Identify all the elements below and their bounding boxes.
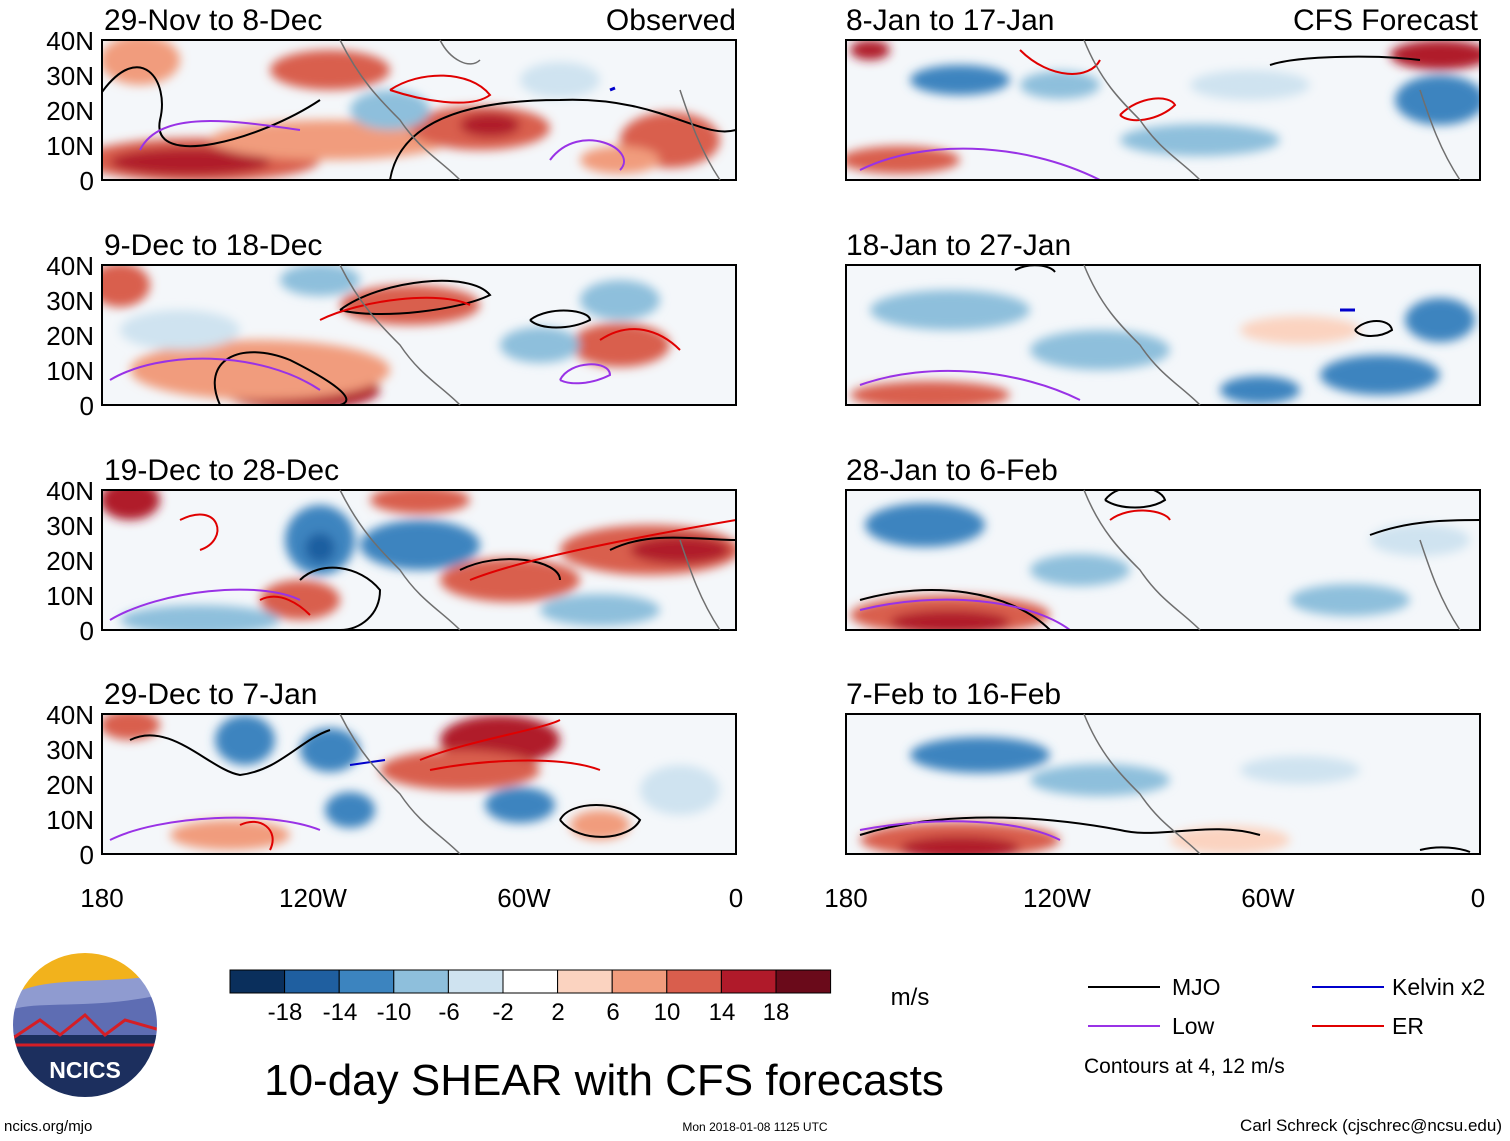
lon-label: 120W — [1023, 883, 1091, 913]
lat-label: 20N — [46, 96, 94, 126]
lat-label: 40N — [46, 476, 94, 506]
coastlines — [339, 39, 1461, 855]
lat-axis: 40N 30N 20N 10N 0 40N 30N 20N 10N 0 40N … — [46, 26, 94, 870]
lat-label: 10N — [46, 131, 94, 161]
colorbar-label: -2 — [492, 999, 513, 1026]
ncics-logo: NCICS — [11, 951, 159, 1099]
wave-contours — [859, 816, 1471, 853]
logo-text: NCICS — [49, 1057, 121, 1083]
panel-title-observed-2: 9-Dec to 18-Dec — [104, 229, 322, 262]
colorbar-swatch — [775, 969, 832, 994]
website-link: ncics.org/mjo — [4, 1118, 92, 1135]
author-credit: Carl Schreck (cjschrec@ncsu.edu) — [1240, 1116, 1502, 1135]
lat-label: 10N — [46, 805, 94, 835]
lon-axis: 180 120W 60W 0 180 120W 60W 0 — [80, 883, 1485, 913]
colorbar-swatch — [557, 969, 613, 994]
wave-contours — [109, 513, 736, 630]
colorbar-label: 6 — [606, 999, 619, 1026]
shear-field — [846, 40, 1480, 174]
colorbar-label: 14 — [709, 999, 736, 1026]
lat-label: 0 — [80, 840, 94, 870]
lon-label: 0 — [729, 883, 743, 913]
lon-label: 180 — [824, 883, 867, 913]
lat-label: 40N — [46, 251, 94, 281]
wave-contours — [109, 719, 642, 851]
colorbar-swatch — [447, 969, 504, 994]
lat-label: 20N — [46, 321, 94, 351]
colorbar-swatch — [666, 969, 722, 994]
panel-title-forecast-3: 28-Jan to 6-Feb — [846, 454, 1058, 487]
shear-field — [850, 290, 1475, 405]
shear-field — [102, 40, 720, 180]
wave-contours — [102, 66, 736, 180]
observed-label: Observed — [606, 4, 736, 37]
panel-forecast-4 — [845, 713, 1481, 855]
colorbar-swatch — [611, 969, 668, 994]
colorbar-label: -10 — [377, 999, 412, 1026]
forecast-label: CFS Forecast — [1293, 4, 1479, 37]
colorbar-label: 2 — [551, 999, 564, 1026]
panel-forecast-3 — [845, 489, 1481, 631]
timestamp: Mon 2018-01-08 1125 UTC — [682, 1120, 828, 1134]
lat-label: 0 — [80, 391, 94, 421]
colorbar-label: -18 — [268, 999, 303, 1026]
legend-label-low: Low — [1172, 1013, 1215, 1039]
lat-label: 20N — [46, 770, 94, 800]
panel-forecast-1 — [845, 39, 1481, 181]
figure-title: 10-day SHEAR with CFS forecasts — [264, 1056, 944, 1105]
lon-label: 60W — [1241, 883, 1295, 913]
colorbar — [229, 969, 832, 994]
colorbar-label: -6 — [438, 999, 459, 1026]
panel-forecast-2 — [845, 264, 1481, 406]
wave-contours — [109, 279, 681, 405]
lon-label: 180 — [80, 883, 123, 913]
lat-label: 30N — [46, 61, 94, 91]
colorbar-label: -14 — [323, 999, 358, 1026]
lat-label: 20N — [46, 546, 94, 576]
panel-observed-4 — [101, 713, 737, 855]
colorbar-label: 18 — [763, 999, 790, 1026]
panel-title-observed-1: 29-Nov to 8-Dec — [104, 4, 322, 37]
lat-label: 10N — [46, 581, 94, 611]
wave-contours — [859, 490, 1480, 630]
panel-title-forecast-4: 7-Feb to 16-Feb — [846, 678, 1061, 711]
shear-field — [860, 737, 1360, 854]
panel-title-forecast-1: 8-Jan to 17-Jan — [846, 4, 1054, 37]
colorbar-swatch — [229, 969, 286, 994]
lat-label: 10N — [46, 356, 94, 386]
legend-label-kelvin: Kelvin x2 — [1392, 974, 1485, 1000]
panel-observed-2 — [101, 264, 737, 406]
legend-label-mjo: MJO — [1172, 974, 1221, 1000]
lat-label: 30N — [46, 735, 94, 765]
colorbar-swatch — [284, 969, 340, 994]
lon-label: 60W — [497, 883, 551, 913]
units-label: m/s — [891, 984, 930, 1011]
panel-title-observed-3: 19-Dec to 28-Dec — [104, 454, 339, 487]
lat-label: 0 — [80, 616, 94, 646]
lat-label: 0 — [80, 166, 94, 196]
lat-label: 30N — [46, 511, 94, 541]
legend-label-er: ER — [1392, 1013, 1424, 1039]
lat-label: 40N — [46, 700, 94, 730]
legend-note: Contours at 4, 12 m/s — [1084, 1055, 1285, 1078]
colorbar-swatch — [720, 969, 777, 994]
legend: MJO Low Kelvin x2 ER Contours at 4, 12 m… — [1084, 974, 1485, 1078]
panel-title-forecast-2: 18-Jan to 27-Jan — [846, 229, 1071, 262]
colorbar-swatch — [338, 969, 395, 994]
colorbar-labels: -18 -14 -10 -6 -2 2 6 10 14 18 — [268, 999, 790, 1026]
colorbar-label: 10 — [654, 999, 681, 1026]
colorbar-swatch — [393, 969, 449, 994]
panel-title-observed-4: 29-Dec to 7-Jan — [104, 678, 317, 711]
lon-label: 0 — [1471, 883, 1485, 913]
lat-label: 40N — [46, 26, 94, 56]
lon-label: 120W — [279, 883, 347, 913]
panel-observed-3 — [101, 489, 737, 631]
shear-field — [102, 265, 670, 405]
lat-label: 30N — [46, 286, 94, 316]
colorbar-swatch — [502, 969, 559, 994]
panel-observed-1 — [101, 39, 737, 181]
